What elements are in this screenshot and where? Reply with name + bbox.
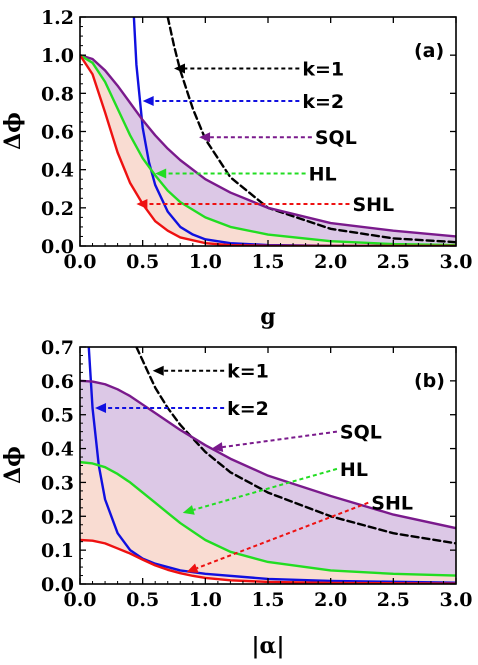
y-tick-label: 0.6 <box>41 122 74 144</box>
x-tick-label: 0.5 <box>126 251 159 273</box>
annotation-arrowhead <box>174 63 185 74</box>
x-tick-label: 2.5 <box>377 251 410 273</box>
shaded-region-2 <box>80 55 456 246</box>
y-tick-label: 1.2 <box>41 7 74 29</box>
y-tick-label: 0.2 <box>41 198 74 220</box>
series-line-hl <box>80 460 456 577</box>
annotation-arrowhead <box>186 563 199 573</box>
annotation-arrowhead <box>211 442 224 453</box>
annotation-arrowhead <box>182 505 195 515</box>
annotation-arrowhead <box>152 365 164 376</box>
series-line-sql <box>80 53 456 238</box>
y-tick-label: 0.0 <box>41 574 74 596</box>
panel-a-tag: (a) <box>414 40 444 62</box>
x-tick-label: 0.0 <box>63 589 96 611</box>
shaded-region-1 <box>80 380 456 576</box>
panel-b-tag: (b) <box>414 370 445 392</box>
panel-b-xlabel: |α| <box>252 633 285 659</box>
annotation-arrow-sql <box>222 430 338 449</box>
x-tick-label: 1.0 <box>189 251 222 273</box>
y-tick-label: 0.5 <box>41 405 74 427</box>
annotation-arrowhead <box>136 199 148 210</box>
panel-a: 0.0 0.5 1.0 1.5 2.0 2.5 3.0 0.0 0.2 0.4 0.6 0.8 1.0 1… <box>0 7 473 330</box>
y-tick-label: 0.0 <box>41 236 74 258</box>
panel-a-ticks: 0.0 0.5 1.0 1.5 2.0 2.5 3.0 0.0 0.2 0.4 0.6 0.8 1.0 1… <box>41 7 473 273</box>
y-tick-label: 0.2 <box>41 506 74 528</box>
x-tick-label: 0.0 <box>63 251 96 273</box>
annotation-arrow-hl <box>193 467 338 511</box>
x-tick-label: 1.0 <box>189 589 222 611</box>
annotation-label-shl: SHL <box>352 194 394 216</box>
panel-a-xlabel: g <box>260 304 275 330</box>
annotation-arrowhead <box>199 132 211 143</box>
x-tick-label: 2.5 <box>377 589 410 611</box>
x-tick-label: 2.0 <box>314 589 347 611</box>
series-line-k1 <box>166 17 456 244</box>
y-tick-label: 0.3 <box>41 472 74 494</box>
panel-b-plot-layer <box>80 347 456 584</box>
series-line-hl <box>80 53 456 246</box>
panel-b-ticks: 0.0 0.5 1.0 1.5 2.0 2.5 3.0 0.0 0.1 0.2 0.3 0.4 0.5 0… <box>41 337 473 611</box>
y-tick-label: 0.8 <box>41 83 74 105</box>
annotation-arrowhead <box>155 168 167 179</box>
annotation-label-k2: k=2 <box>227 398 269 420</box>
annotation-label-sql: SQL <box>315 127 357 149</box>
annotation-label-sql: SQL <box>340 422 382 444</box>
series-line-sql <box>80 379 456 530</box>
y-tick-label: 0.4 <box>41 439 74 461</box>
x-tick-label: 2.0 <box>314 251 347 273</box>
panel-b: 0.0 0.5 1.0 1.5 2.0 2.5 3.0 0.0 0.1 0.2 0.3 0.4 0.5 0… <box>0 337 473 659</box>
series-line-k1 <box>135 347 456 545</box>
panel-a-ylabel: Δϕ <box>0 112 26 150</box>
annotation-label-k1: k=1 <box>302 59 344 81</box>
x-tick-label: 3.0 <box>439 251 472 273</box>
y-tick-label: 1.0 <box>41 45 74 67</box>
x-tick-label: 3.0 <box>439 589 472 611</box>
annotation-label-k2: k=2 <box>302 91 344 113</box>
y-tick-label: 0.7 <box>41 337 74 359</box>
y-tick-label: 0.6 <box>41 371 74 393</box>
shaded-region-1 <box>80 55 456 246</box>
x-tick-label: 1.5 <box>251 251 284 273</box>
y-tick-label: 0.4 <box>41 160 74 182</box>
panel-a-annotations: k=1 k=2 SQL HL SHL <box>136 59 394 216</box>
shaded-region-2 <box>80 462 456 584</box>
annotation-label-shl: SHL <box>371 493 413 515</box>
annotation-arrowhead <box>142 95 154 106</box>
x-tick-label: 0.5 <box>126 589 159 611</box>
annotation-label-k1: k=1 <box>227 361 269 383</box>
annotation-arrow-shl <box>196 501 369 570</box>
annotation-label-hl: HL <box>340 459 368 481</box>
y-tick-label: 0.1 <box>41 540 74 562</box>
panel-b-ylabel: Δϕ <box>0 446 26 484</box>
annotation-label-hl: HL <box>309 163 337 185</box>
annotation-arrowhead <box>95 402 107 413</box>
x-tick-label: 1.5 <box>251 589 284 611</box>
panel-a-plot-layer <box>80 17 456 246</box>
